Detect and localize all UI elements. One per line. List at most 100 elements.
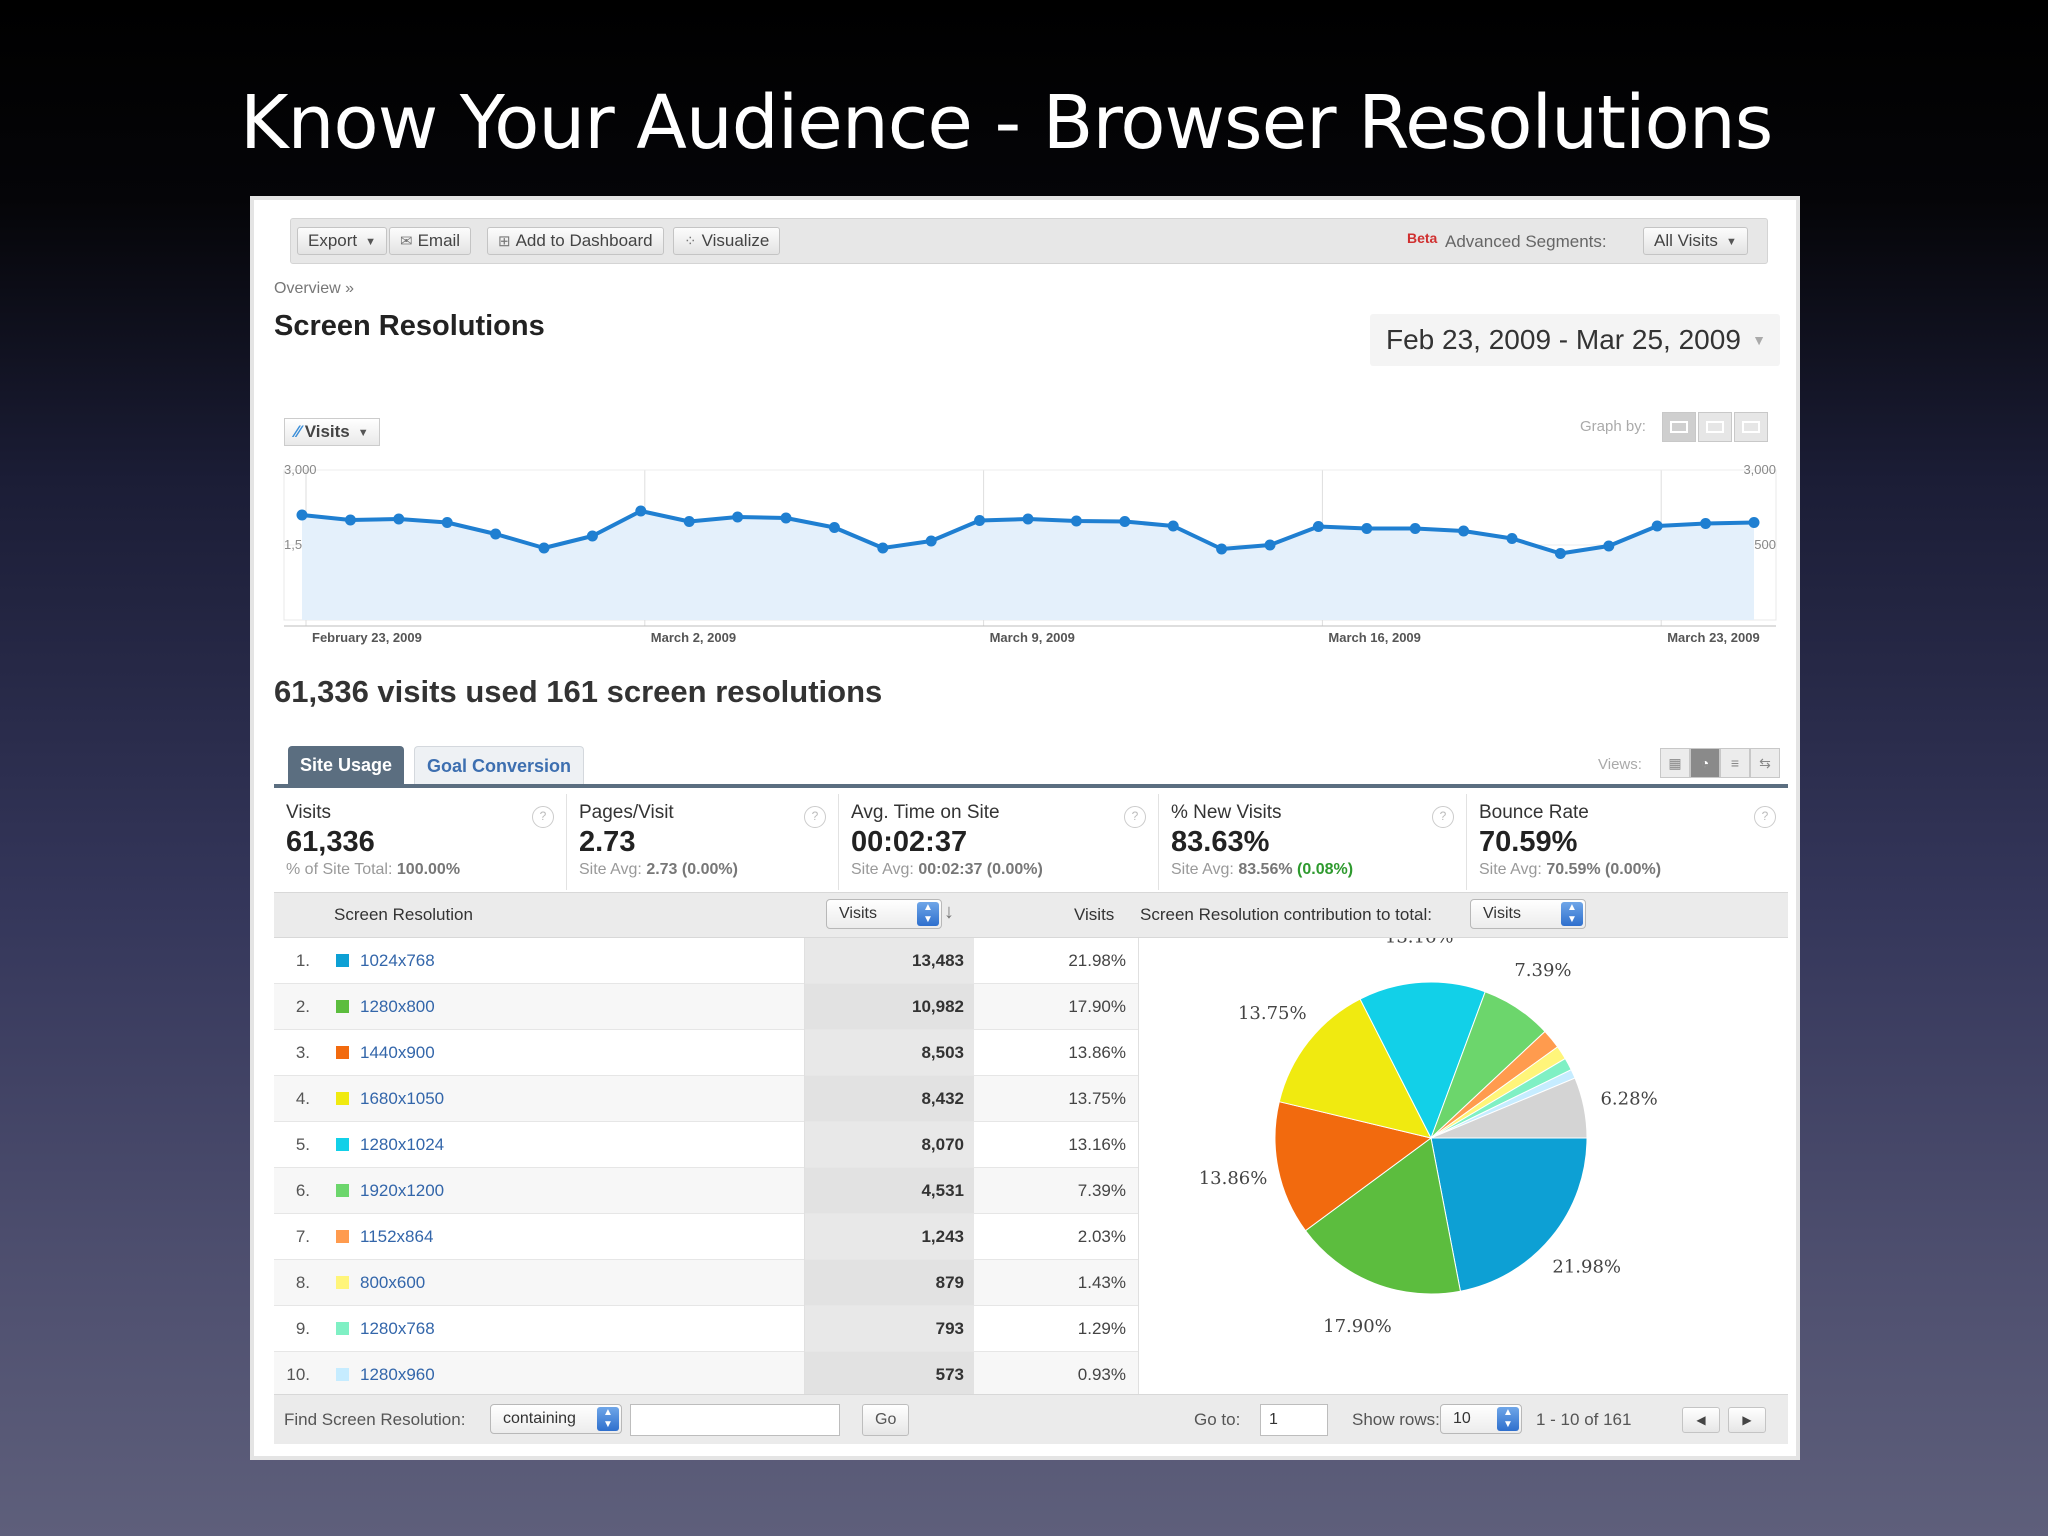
resolution-link[interactable]: 1280x800 <box>360 997 435 1016</box>
graph-by-month-button[interactable] <box>1734 412 1768 442</box>
help-icon[interactable]: ? <box>1124 806 1146 828</box>
slide-title: Know Your Audience - Browser Resolutions <box>240 80 1773 166</box>
visualize-button[interactable]: ⁘ Visualize <box>673 227 781 255</box>
visits-cell-bg <box>804 938 974 983</box>
series-area <box>302 511 1754 620</box>
resolution-link[interactable]: 800x600 <box>360 1273 426 1292</box>
graph-by-week-button[interactable] <box>1698 412 1732 442</box>
scorecard-subtext: Site Avg: 00:02:37 (0.00%) <box>851 861 1146 879</box>
resolution-link[interactable]: 1280x768 <box>360 1319 435 1338</box>
resolution-link[interactable]: 1280x960 <box>360 1365 435 1384</box>
scorecard-pages-visit: Pages/Visit 2.73 Site Avg: 2.73 (0.00%) … <box>567 794 839 890</box>
table-row: 8. 800x600 879 1.43% <box>274 1260 1138 1306</box>
next-page-icon[interactable]: ▶ <box>1728 1407 1766 1433</box>
go-button[interactable]: Go <box>862 1404 910 1436</box>
data-point <box>828 522 840 533</box>
resolution-link[interactable]: 1024x768 <box>360 951 435 970</box>
x-tick-label: March 23, 2009 <box>1667 630 1760 645</box>
data-point <box>393 513 405 525</box>
y-tick-label-right: 3,000 <box>1743 462 1776 477</box>
pagination-status: 1 - 10 of 161 <box>1536 1410 1632 1429</box>
select-stepper-icon: ▲ ▼ <box>597 1407 619 1431</box>
help-icon[interactable]: ? <box>532 806 554 828</box>
dashboard-label: Add to Dashboard <box>515 231 653 250</box>
motion-chart-icon: ⁘ <box>684 233 697 250</box>
resolution-link[interactable]: 1440x900 <box>360 1043 435 1062</box>
row-number: 7. <box>295 1227 310 1246</box>
comparison-view-icon[interactable]: ⇆ <box>1750 748 1780 778</box>
pie-slice <box>1278 998 1432 1139</box>
data-point <box>974 515 986 526</box>
row-number: 1. <box>295 951 310 970</box>
table-footer: Find Screen Resolution: containing ▲ ▼ Go … <box>274 1394 1788 1444</box>
column-divider <box>804 938 805 1394</box>
export-button[interactable]: Export ▼ <box>297 227 388 255</box>
show-rows-label: Show rows: <box>1352 1410 1440 1429</box>
legend-swatch <box>336 1184 349 1197</box>
data-point <box>296 509 308 521</box>
row-number: 8. <box>295 1273 310 1292</box>
resolution-link[interactable]: 1920x1200 <box>360 1181 445 1200</box>
table-row: 2. 1280x800 10,982 17.90% <box>274 984 1138 1030</box>
table-row: 1. 1024x768 13,483 21.98% <box>274 938 1138 984</box>
help-icon[interactable]: ? <box>1432 806 1454 828</box>
scorecard-bounce-rate: Bounce Rate 70.59% Site Avg: 70.59% (0.0… <box>1467 794 1788 890</box>
tab-site-usage[interactable]: Site Usage <box>288 746 405 784</box>
data-point <box>1119 516 1131 527</box>
resolution-link[interactable]: 1280x1024 <box>360 1135 445 1154</box>
data-point <box>490 528 502 540</box>
scorecard-sub-label: Site Avg: <box>579 861 642 878</box>
sort-descending-icon[interactable]: ↓ <box>944 901 954 923</box>
visits-cell-bg <box>804 984 974 1029</box>
graph-metric-label: Visits <box>304 422 350 441</box>
help-icon[interactable]: ? <box>1754 806 1776 828</box>
advanced-segments-label: Advanced Segments: <box>1445 232 1607 251</box>
resolution-link[interactable]: 1680x1050 <box>360 1089 445 1108</box>
scorecard-value: 61,336 <box>286 826 375 858</box>
scorecard-sub-value: 00:02:37 (0.00%) <box>918 861 1043 878</box>
data-point <box>1651 520 1663 532</box>
data-point <box>1409 523 1421 534</box>
segments-dropdown[interactable]: All Visits ▼ <box>1643 227 1748 255</box>
help-icon[interactable]: ? <box>804 806 826 828</box>
add-to-dashboard-button[interactable]: ⊞ Add to Dashboard <box>487 227 664 255</box>
contribution-metric-select[interactable]: Visits ▲ ▼ <box>1470 899 1586 929</box>
find-resolution-input[interactable] <box>630 1404 840 1436</box>
date-range-picker[interactable]: Feb 23, 2009 - Mar 25, 2009 ▼ <box>1370 314 1780 366</box>
goto-page-input[interactable] <box>1260 1404 1328 1436</box>
tab-goal-conversion[interactable]: Goal Conversion <box>414 746 585 784</box>
scorecard-subtext: Site Avg: 2.73 (0.00%) <box>579 861 826 879</box>
sort-metric-select[interactable]: Visits ▲ ▼ <box>826 899 942 929</box>
filter-match-select[interactable]: containing ▲ ▼ <box>490 1404 622 1434</box>
email-button[interactable]: ✉ Email <box>389 227 472 255</box>
data-point <box>1458 525 1470 537</box>
pie-view-icon[interactable]: ◔ <box>1690 748 1720 778</box>
data-point <box>925 535 937 547</box>
row-number: 4. <box>295 1089 310 1108</box>
graph-metric-dropdown[interactable]: ⁄⁄ Visits ▼ <box>284 418 380 446</box>
row-number: 2. <box>295 997 310 1016</box>
visits-percent: 0.93% <box>1077 1365 1126 1384</box>
email-label: Email <box>417 231 461 250</box>
breadcrumb[interactable]: Overview » <box>274 280 355 297</box>
visits-cell-bg <box>804 1168 974 1213</box>
column-header-visits-pct[interactable]: Visits <box>1074 905 1115 924</box>
row-number: 6. <box>295 1181 310 1200</box>
scorecard-avg-time: Avg. Time on Site 00:02:37 Site Avg: 00:… <box>839 794 1159 890</box>
column-header-resolution[interactable]: Screen Resolution <box>334 905 473 924</box>
show-rows-select[interactable]: 10 ▲ ▼ <box>1440 1404 1522 1434</box>
visits-percent: 21.98% <box>1068 951 1126 970</box>
analytics-screenshot: Export ▼ ✉ Email ⊞ Add to Dashboard ⁘ Visual… <box>250 196 1800 1460</box>
bar-view-icon[interactable]: ≡ <box>1720 748 1750 778</box>
data-point <box>1361 523 1373 534</box>
visits-cell-bg <box>804 1214 974 1259</box>
pie-slice <box>1430 1137 1588 1292</box>
scorecard-sub-label: Site Avg: <box>1171 861 1234 878</box>
prev-page-icon[interactable]: ◀ <box>1682 1407 1720 1433</box>
pie-slice-label: 7.39% <box>1514 960 1571 981</box>
scorecard-sub-value: 83.56% <box>1238 861 1293 878</box>
graph-by-day-button[interactable] <box>1662 412 1696 442</box>
resolution-link[interactable]: 1152x864 <box>360 1227 434 1246</box>
table-view-icon[interactable]: ▦ <box>1660 748 1690 778</box>
legend-swatch <box>336 1000 349 1013</box>
